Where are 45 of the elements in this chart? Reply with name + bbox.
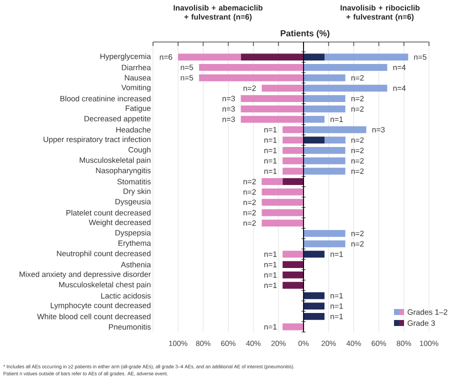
- bar: [262, 178, 283, 185]
- bar: [324, 136, 346, 144]
- bar: [282, 282, 304, 289]
- bar: [304, 292, 324, 300]
- bar: [304, 147, 346, 154]
- bar: [304, 106, 346, 112]
- bar: [262, 198, 304, 206]
- bar: [282, 126, 304, 134]
- bar: [262, 188, 304, 196]
- bar: [304, 250, 324, 258]
- bar: [199, 74, 304, 82]
- bar: [262, 209, 304, 216]
- bar: [304, 64, 388, 71]
- x-axis-title: Patients (%): [280, 30, 330, 38]
- bar: [199, 64, 304, 71]
- bar: [262, 220, 304, 226]
- bar: [304, 230, 346, 237]
- bar: [304, 84, 388, 92]
- bar: [304, 157, 346, 164]
- bar: [282, 147, 304, 154]
- bar: [282, 261, 304, 268]
- bar: [304, 240, 346, 248]
- bar: [240, 106, 304, 112]
- bar: [282, 272, 304, 278]
- bar: [282, 136, 304, 144]
- bar: [262, 84, 304, 92]
- bar: [324, 54, 408, 60]
- bar: [304, 136, 324, 144]
- bar: [282, 250, 304, 258]
- bar: [282, 157, 304, 164]
- bar: [304, 302, 324, 310]
- bar: [178, 54, 241, 60]
- bar: [304, 313, 324, 320]
- bar: [240, 116, 304, 123]
- bar: [304, 126, 366, 134]
- bar: [304, 74, 346, 82]
- bar: [304, 54, 324, 60]
- bar: [282, 323, 304, 330]
- bar: [304, 116, 324, 123]
- bar: [240, 54, 304, 60]
- bar: [282, 178, 304, 185]
- bar: [240, 95, 304, 102]
- bar: [304, 95, 346, 102]
- bar: [304, 168, 346, 175]
- bar: [282, 168, 304, 175]
